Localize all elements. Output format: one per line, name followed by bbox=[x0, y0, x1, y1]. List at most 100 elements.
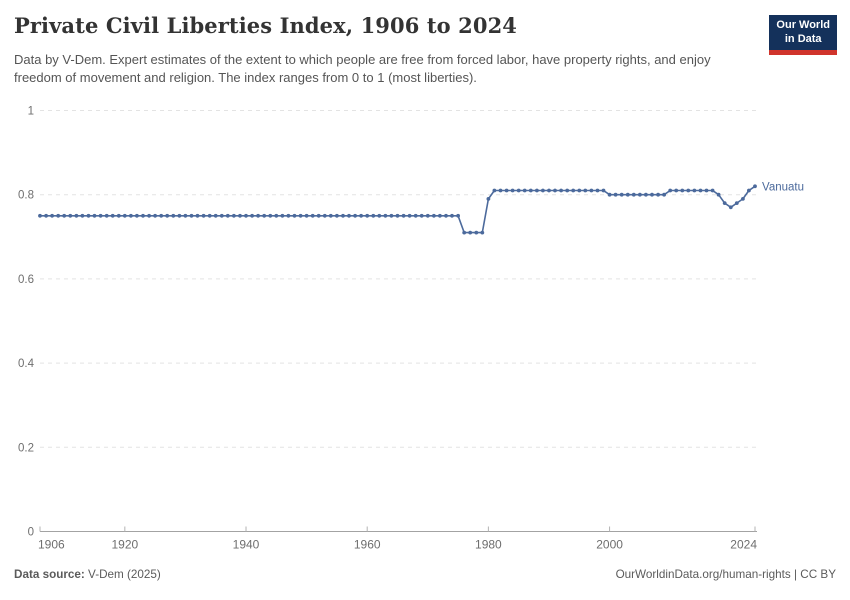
series-point bbox=[462, 230, 467, 235]
x-axis-tick-label: 2000 bbox=[596, 538, 623, 552]
x-axis-tick-label: 1920 bbox=[111, 538, 138, 552]
series-point bbox=[692, 188, 697, 193]
series-point bbox=[359, 213, 363, 218]
y-axis-tick-label: 0.6 bbox=[18, 274, 34, 286]
data-source-value: V-Dem (2025) bbox=[84, 568, 161, 581]
series-point bbox=[50, 213, 54, 218]
series-point bbox=[116, 213, 121, 218]
y-axis-tick-label: 0.8 bbox=[18, 190, 34, 202]
owid-logo: Our World in Data bbox=[769, 15, 837, 55]
series-point bbox=[141, 213, 145, 218]
series-point bbox=[516, 188, 521, 193]
series-point bbox=[474, 230, 479, 235]
series-point bbox=[201, 213, 206, 218]
series-point bbox=[298, 213, 303, 218]
series-point bbox=[244, 213, 248, 218]
series-point bbox=[547, 188, 551, 193]
x-axis-tick-label: 2024 bbox=[730, 538, 757, 552]
series-point bbox=[413, 213, 418, 218]
series-point bbox=[728, 205, 733, 210]
series-point bbox=[438, 213, 442, 218]
series-point bbox=[747, 188, 751, 193]
series-point bbox=[395, 213, 400, 218]
series-point bbox=[328, 213, 333, 218]
series-point bbox=[62, 213, 67, 218]
x-axis-tick-label: 1940 bbox=[233, 538, 260, 552]
series-point bbox=[401, 213, 406, 218]
series-point bbox=[710, 188, 715, 193]
series-point bbox=[92, 213, 97, 218]
series-point bbox=[607, 192, 612, 197]
series-point bbox=[480, 230, 485, 235]
series-point bbox=[722, 201, 727, 206]
series-point bbox=[207, 213, 212, 218]
series-point bbox=[80, 213, 85, 218]
series-point bbox=[147, 213, 152, 218]
series-point bbox=[625, 192, 630, 197]
series-point bbox=[734, 201, 739, 206]
series-point bbox=[286, 213, 291, 218]
series-point bbox=[686, 188, 691, 193]
series-point bbox=[432, 213, 436, 218]
series-point bbox=[383, 213, 388, 218]
series-point bbox=[135, 213, 139, 218]
series-point bbox=[225, 213, 230, 218]
series-point bbox=[262, 213, 267, 218]
series-point bbox=[74, 213, 79, 218]
series-point bbox=[698, 188, 703, 193]
owid-logo-line2: in Data bbox=[784, 32, 822, 45]
series-point bbox=[644, 192, 648, 197]
series-point bbox=[704, 188, 709, 193]
x-axis-tick-label: 1980 bbox=[475, 538, 502, 552]
series-point bbox=[425, 213, 430, 218]
series-point bbox=[631, 192, 636, 197]
series-label[interactable]: Vanuatu bbox=[762, 181, 804, 193]
series-point bbox=[716, 192, 721, 197]
series-point bbox=[595, 188, 600, 193]
series-point bbox=[613, 192, 618, 197]
series-point bbox=[365, 213, 370, 218]
series-point bbox=[353, 213, 357, 218]
series-point bbox=[268, 213, 273, 218]
series-point bbox=[492, 188, 497, 193]
series-point bbox=[122, 213, 127, 218]
series-point bbox=[104, 213, 109, 218]
series-point bbox=[238, 213, 242, 218]
series-point bbox=[316, 213, 321, 218]
license-note: OurWorldinData.org/human-rights | CC BY bbox=[615, 568, 836, 581]
series-point bbox=[153, 213, 158, 218]
series-point bbox=[56, 213, 61, 218]
series-point bbox=[183, 213, 188, 218]
series-point bbox=[650, 192, 654, 197]
series-point bbox=[189, 213, 194, 218]
series-point bbox=[450, 213, 454, 218]
series-point bbox=[304, 213, 309, 218]
series-point bbox=[571, 188, 576, 193]
series-point bbox=[559, 188, 563, 193]
y-axis-tick-label: 0.4 bbox=[18, 358, 35, 370]
series-point bbox=[662, 192, 666, 197]
series-point bbox=[456, 213, 460, 218]
series-point bbox=[250, 213, 255, 218]
y-axis-tick-label: 0.2 bbox=[18, 442, 34, 454]
series-point bbox=[583, 188, 588, 193]
series-point bbox=[565, 188, 570, 193]
series-point bbox=[419, 213, 424, 218]
series-point bbox=[347, 213, 351, 218]
series-point bbox=[535, 188, 539, 193]
series-point bbox=[232, 213, 236, 218]
data-source-note: Data source: V-Dem (2025) bbox=[14, 568, 161, 581]
series-point bbox=[389, 213, 394, 218]
series-point bbox=[110, 213, 115, 218]
series-point bbox=[541, 188, 545, 193]
chart-title: Private Civil Liberties Index, 1906 to 2… bbox=[14, 13, 517, 38]
series-point bbox=[468, 230, 473, 235]
series-point bbox=[159, 213, 164, 218]
series-point bbox=[280, 213, 285, 218]
series-point bbox=[98, 213, 103, 218]
series-point bbox=[619, 192, 624, 197]
series-point bbox=[310, 213, 315, 218]
series-point bbox=[274, 213, 279, 218]
series-point bbox=[638, 192, 642, 197]
